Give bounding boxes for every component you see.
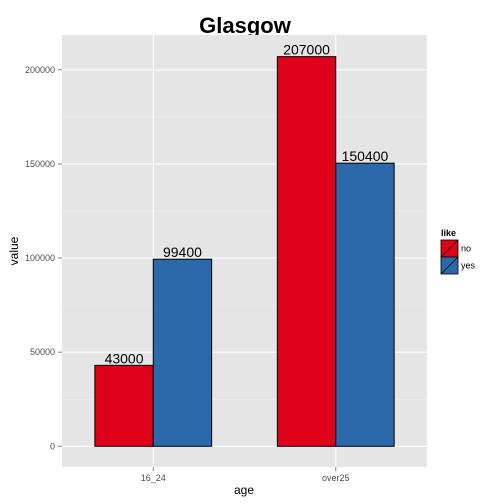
data-label-yes-over25: 150400 xyxy=(342,148,389,164)
y-tick-label: 150000 xyxy=(25,159,55,169)
legend-key-slash xyxy=(440,256,459,275)
bars xyxy=(94,56,395,447)
y-axis-title: value xyxy=(7,236,21,265)
x-tick-label: 16_24 xyxy=(141,473,166,483)
y-axis-ticks: 0 50000 100000 150000 200000 xyxy=(25,65,62,451)
x-axis-ticks: 16_24 over25 xyxy=(141,467,350,483)
legend: like no yes xyxy=(440,228,476,275)
legend-title: like xyxy=(441,228,456,238)
bar-no-over25 xyxy=(276,56,337,447)
data-label-yes-16_24: 99400 xyxy=(163,244,202,260)
data-label-no-16_24: 43000 xyxy=(105,350,144,366)
bar-yes-over25 xyxy=(335,162,395,447)
legend-key-slash xyxy=(440,239,459,258)
y-tick-label: 100000 xyxy=(25,253,55,263)
data-label-no-over25: 207000 xyxy=(283,42,330,58)
y-tick-label: 50000 xyxy=(30,347,55,357)
y-tick-label: 200000 xyxy=(25,65,55,75)
y-tick-label: 0 xyxy=(50,441,55,451)
x-tick-label: over25 xyxy=(322,473,350,483)
chart-title: Glasgow xyxy=(199,13,292,38)
bar-no-16_24 xyxy=(94,364,154,447)
data-labels: 43000 207000 99400 150400 xyxy=(105,42,389,367)
legend-label-no: no xyxy=(461,244,471,254)
bar-yes-16_24 xyxy=(152,258,213,447)
x-axis-title: age xyxy=(234,483,254,497)
legend-label-yes: yes xyxy=(461,261,476,271)
